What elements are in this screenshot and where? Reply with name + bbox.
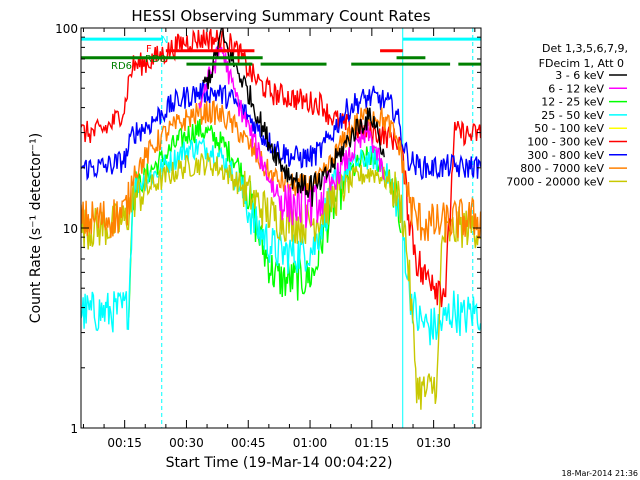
- legend-label: 800 - 7000 keV: [520, 162, 604, 175]
- series-line-25-50keV: [81, 138, 481, 346]
- x-axis-label: Start Time (19-Mar-14 00:04:22): [166, 455, 393, 471]
- y-tick-label: 100: [55, 22, 78, 36]
- legend-label: 50 - 100 keV: [534, 122, 604, 135]
- flag-label-n: N: [161, 35, 168, 46]
- plot-area: [80, 27, 482, 429]
- flag-label-f: F: [146, 44, 152, 55]
- legend-label: 12 - 25 keV: [541, 96, 604, 109]
- x-tick-label: 01:00: [293, 436, 328, 450]
- legend-header-line-1: Det 1,3,5,6,7,9,: [542, 42, 628, 55]
- y-axis-label: Count Rate (s⁻¹ detector⁻¹): [28, 133, 44, 323]
- series-line-100-300keV: [81, 28, 481, 308]
- x-tick-label: 01:15: [355, 436, 390, 450]
- legend: Det 1,3,5,6,7,9, FDecim 1, Att 0 3 - 6 k…: [506, 42, 628, 188]
- legend-label: 25 - 50 keV: [541, 109, 604, 122]
- x-tick-label: 00:45: [231, 436, 266, 450]
- legend-label: 300 - 800 keV: [527, 149, 604, 162]
- legend-label: 3 - 6 keV: [555, 69, 604, 82]
- x-tick-label: 00:15: [107, 436, 142, 450]
- flag-label-rd0: RD0: [145, 54, 166, 65]
- flag-label-rd6: RD6: [111, 61, 132, 72]
- footer-timestamp: 18-Mar-2014 21:36: [562, 469, 639, 478]
- legend-label: 7000 - 20000 keV: [506, 175, 604, 188]
- series-line-800-7000keV: [81, 100, 481, 243]
- y-tick-label: 10: [63, 222, 78, 236]
- chart-title: HESSI Observing Summary Count Rates: [131, 7, 430, 25]
- x-axis: 00:15 00:30 00:45 01:00 01:15 01:30: [82, 28, 476, 450]
- y-axis: 1 10 100: [55, 22, 481, 436]
- series-line-12-25keV: [128, 119, 402, 318]
- legend-header-line-2: FDecim 1, Att 0: [539, 57, 624, 70]
- legend-label: 6 - 12 keV: [548, 82, 604, 95]
- x-tick-label: 00:30: [169, 436, 204, 450]
- legend-label: 100 - 300 keV: [527, 136, 604, 149]
- x-tick-label: 01:30: [416, 436, 451, 450]
- y-tick-label: 1: [70, 422, 78, 436]
- series-line-6-12keV: [198, 44, 385, 229]
